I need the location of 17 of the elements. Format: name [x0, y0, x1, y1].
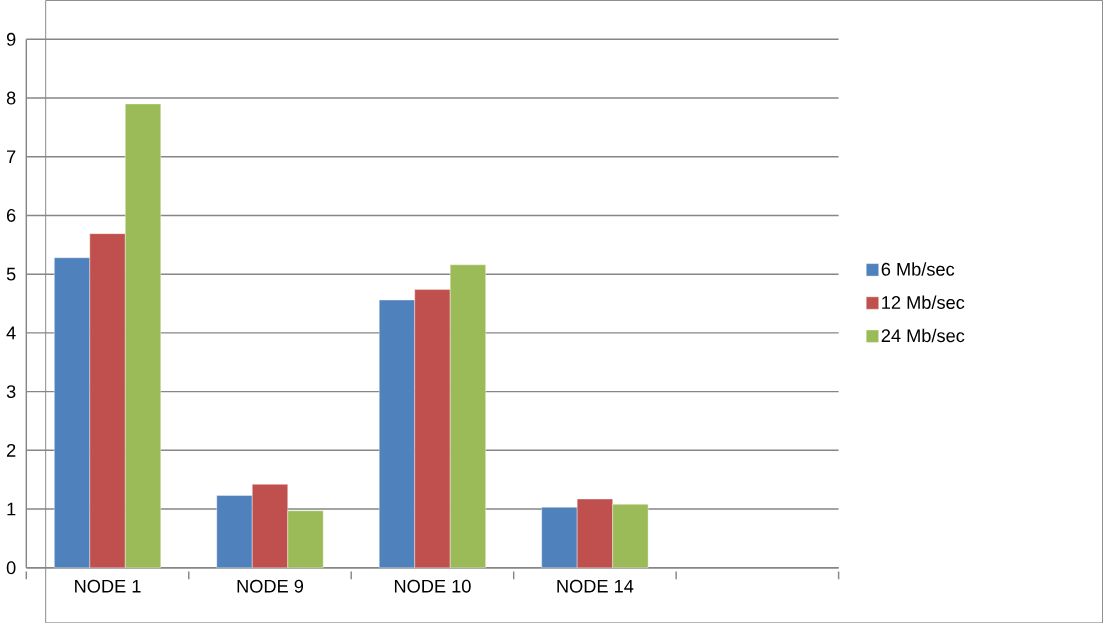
- y-tick-label: 2: [6, 443, 16, 457]
- y-tick-label: 8: [6, 91, 16, 105]
- legend-label: 12 Mb/sec: [882, 295, 965, 309]
- x-tick-label: NODE 14: [557, 579, 634, 593]
- x-tick-label: NODE 9: [237, 579, 304, 593]
- x-tick-label: NODE 1: [75, 579, 141, 593]
- legend-label: 6 Mb/sec: [881, 262, 955, 276]
- y-tick-label: 1: [7, 502, 16, 516]
- x-tick-label: NODE 10: [394, 579, 471, 593]
- legend-label: 24 Mb/sec: [881, 328, 965, 342]
- y-tick-label: 0: [6, 561, 16, 575]
- y-tick-label: 7: [7, 150, 16, 163]
- y-tick-label: 5: [6, 267, 16, 281]
- y-tick-label: 6: [6, 208, 16, 222]
- y-tick-label: 9: [6, 32, 16, 46]
- y-tick-label: 4: [6, 326, 16, 339]
- y-tick-label: 3: [6, 384, 16, 398]
